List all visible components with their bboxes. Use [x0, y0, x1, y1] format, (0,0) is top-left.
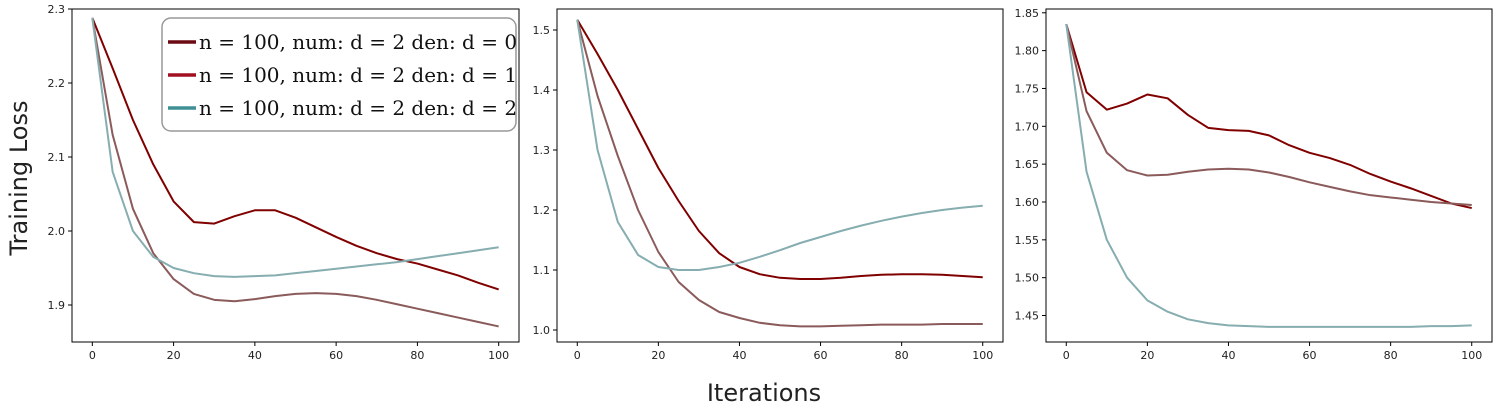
x-tick-label: 80 [895, 349, 909, 362]
x-tick-label: 80 [1384, 349, 1398, 362]
x-tick-label: 40 [1221, 349, 1235, 362]
y-tick-label: 1.3 [533, 144, 551, 157]
axes-frame [1045, 8, 1493, 343]
y-tick-label: 1.70 [1015, 120, 1040, 133]
legend-label-2: n = 100, num: d = 2 den: d = 2 [199, 96, 517, 120]
y-tick-label: 2.1 [48, 151, 66, 164]
x-tick-label: 100 [488, 349, 509, 362]
x-tick-label: 0 [574, 349, 581, 362]
x-tick-label: 60 [329, 349, 343, 362]
x-tick-label: 40 [732, 349, 746, 362]
series-line-1 [1065, 23, 1472, 207]
series-line-2 [576, 19, 983, 271]
y-tick-label: 1.1 [533, 264, 551, 277]
series-line-0 [91, 17, 499, 291]
y-tick-label: 1.9 [48, 299, 66, 312]
y-tick-label: 1.60 [1015, 196, 1040, 209]
legend: n = 100, num: d = 2 den: d = 0 n = 100, … [161, 17, 517, 132]
x-tick-label: 20 [1140, 349, 1154, 362]
y-tick-label: 1.50 [1015, 272, 1040, 285]
y-tick-label: 1.5 [533, 24, 551, 37]
y-tick-label: 1.45 [1015, 310, 1040, 323]
x-tick-label: 100 [972, 349, 993, 362]
y-tick-label: 2.2 [48, 77, 66, 90]
x-tick-label: 100 [1461, 349, 1482, 362]
subplot-middle: 0 20 40 60 80 100 1.0 1.1 1.2 1.3 1.4 1.5 [533, 8, 1004, 362]
axes-frame [556, 8, 1004, 343]
x-tick-label: 0 [89, 349, 96, 362]
y-tick-label: 2.3 [48, 3, 66, 16]
y-tick-label: 1.75 [1015, 82, 1040, 95]
y-axis-label: Training Loss [5, 101, 33, 257]
y-tick-label: 1.2 [533, 204, 551, 217]
y-tick-label: 1.4 [533, 84, 551, 97]
legend-frame [161, 17, 517, 132]
x-tick-label: 60 [1303, 349, 1317, 362]
x-tick-label: 20 [167, 349, 181, 362]
subplot-right: 0 20 40 60 80 100 1.45 1.50 1.55 1.60 1.65 1.70 1.75… [1015, 7, 1493, 362]
x-tick-label: 20 [651, 349, 665, 362]
y-tick-label: 1.80 [1015, 45, 1040, 58]
x-tick-label: 60 [814, 349, 828, 362]
legend-label-0: n = 100, num: d = 2 den: d = 0 [199, 30, 517, 54]
series-line-2 [1065, 24, 1472, 328]
y-tick-label: 2.0 [48, 225, 66, 238]
subplot-left: 0 20 40 60 80 100 1.9 2.0 2.1 2.2 2.3 [48, 3, 520, 362]
y-tick-label: 1.85 [1015, 7, 1040, 20]
series-line-0 [576, 19, 983, 280]
x-tick-label: 80 [410, 349, 424, 362]
x-tick-label: 40 [248, 349, 262, 362]
y-tick-label: 1.55 [1015, 234, 1040, 247]
y-tick-label: 1.0 [533, 324, 551, 337]
axes-frame [71, 8, 520, 343]
x-tick-label: 0 [1063, 349, 1070, 362]
y-tick-label: 1.65 [1015, 158, 1040, 171]
series-line-2 [91, 17, 499, 278]
legend-label-1: n = 100, num: d = 2 den: d = 1 [199, 63, 517, 87]
series-line-1 [576, 19, 983, 328]
series-line-1 [91, 17, 499, 328]
x-axis-label: Iterations [707, 379, 821, 407]
series-line-0 [1065, 23, 1472, 210]
